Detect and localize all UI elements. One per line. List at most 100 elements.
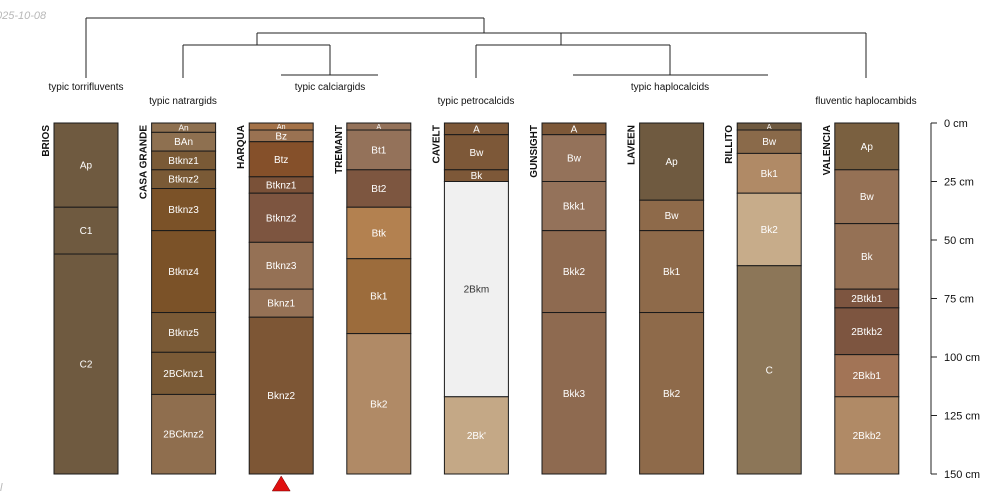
horizon-label: Bt1 <box>371 145 386 156</box>
horizon-block <box>541 181 607 232</box>
horizon-label: Bk <box>471 171 484 182</box>
profile-name: RILLITO <box>724 125 735 164</box>
horizon-block <box>248 316 314 475</box>
horizon-block <box>248 192 314 243</box>
horizon-block <box>834 396 900 475</box>
horizon-block <box>541 312 607 475</box>
group-label: typic torrifluvents <box>48 82 123 93</box>
horizon-block <box>736 265 802 475</box>
horizon-block <box>151 230 217 314</box>
axis-tick-label: 100 cm <box>944 352 980 364</box>
horizon-block <box>736 152 802 194</box>
horizon-block <box>248 241 314 290</box>
dendrogram-link <box>182 44 331 78</box>
horizon-label: C <box>766 365 773 376</box>
soil-profile: A Bw Bk1 Bk2 C RILLITO <box>724 122 802 475</box>
group-label: typic calciargids <box>295 82 366 93</box>
horizon-block <box>639 312 705 475</box>
horizon-label: Bw <box>762 137 777 148</box>
horizon-label: Bk1 <box>663 267 681 278</box>
profile-name: HARQUA <box>236 125 247 169</box>
horizon-label: 2Bkb1 <box>853 371 882 382</box>
horizon-block <box>639 122 705 201</box>
date-stamp: 025-10-08 <box>0 10 47 22</box>
group-label: typic natrargids <box>149 96 217 107</box>
dendrogram <box>85 17 867 78</box>
horizon-label: Bw <box>860 192 875 203</box>
horizon-label: 2Bkm <box>464 285 490 296</box>
horizon-label: Bt2 <box>371 184 386 195</box>
horizon-label: Btknz3 <box>168 205 199 216</box>
horizon-label: A <box>571 124 578 135</box>
horizon-label: Bw <box>567 154 582 165</box>
soil-profile: Ap Bw Bk 2Btkb1 2Btkb2 2Bkb1 2Bkb2 VALENCIA <box>822 122 900 475</box>
axis-tick-label: 150 cm <box>944 469 980 481</box>
horizon-block <box>346 258 412 335</box>
axis-tick-label: 125 cm <box>944 411 980 423</box>
horizon-label: Btknz2 <box>266 213 297 224</box>
horizon-label: Btknz5 <box>168 328 199 339</box>
group-label: typic haplocalcids <box>631 82 709 93</box>
profiles: Ap C1 C2 BRIOS An BAn Btknz1 Btknz2 Btknz3 Btknz4… <box>41 122 900 492</box>
horizon-block <box>53 253 119 475</box>
horizon-label: A <box>473 124 480 135</box>
profile-name: GUNSIGHT <box>529 125 540 178</box>
horizon-label: Bz <box>275 131 287 142</box>
horizon-block <box>541 134 607 182</box>
horizon-block <box>443 181 509 398</box>
horizon-label: Btknz1 <box>266 181 297 192</box>
group-labels: typic torrifluvents typic natrargids typ… <box>48 82 916 107</box>
profile-name: CAVELT <box>431 125 442 164</box>
horizon-label: Bkk3 <box>563 389 586 400</box>
horizon-label: Bk <box>861 252 874 263</box>
horizon-label: C2 <box>80 360 93 371</box>
soil-profile: Ap C1 C2 BRIOS <box>41 122 119 475</box>
axis-tick-label: 50 cm <box>944 235 974 247</box>
horizon-label: Btknz1 <box>168 156 199 167</box>
soil-profile: A Bw Bkk1 Bkk2 Bkk3 GUNSIGHT <box>529 122 607 475</box>
horizon-label: Bkk2 <box>563 267 586 278</box>
horizon-label: C1 <box>80 226 93 237</box>
horizon-label: Bk2 <box>663 389 681 400</box>
axis-tick-label: 25 cm <box>944 177 974 189</box>
profile-name: VALENCIA <box>822 125 833 175</box>
marker-triangle <box>271 475 291 492</box>
horizon-label: Btz <box>274 155 288 166</box>
horizon-label: Ap <box>861 142 874 153</box>
horizon-label: Ap <box>80 161 93 172</box>
horizon-block <box>346 169 412 208</box>
dendrogram-link <box>475 33 671 78</box>
horizon-label: Btk <box>372 228 387 239</box>
horizon-block <box>834 169 900 225</box>
horizon-label: Bknz2 <box>267 391 295 402</box>
horizon-label: An <box>178 123 189 133</box>
horizon-label: 2Btkb1 <box>851 294 883 305</box>
horizon-label: Btknz3 <box>266 261 297 272</box>
horizon-label: Ap <box>665 157 678 168</box>
horizon-block <box>151 393 217 475</box>
axis-tick-label: 75 cm <box>944 294 974 306</box>
soil-profile: A Bw Bk 2Bkm 2Bk' CAVELT <box>431 122 509 475</box>
horizon-block <box>53 122 119 208</box>
horizon-label: Btknz4 <box>168 267 199 278</box>
horizon-label: A <box>767 124 772 131</box>
horizon-label: Btknz2 <box>168 175 199 186</box>
horizon-block <box>834 307 900 356</box>
horizon-block <box>834 122 900 171</box>
profile-name: TREMANT <box>334 125 345 174</box>
profile-name: BRIOS <box>41 125 52 157</box>
horizon-label: 2Btkb2 <box>851 327 883 338</box>
soil-profile: A Bt1 Bt2 Btk Bk1 Bk2 TREMANT <box>334 122 412 475</box>
horizon-label: An <box>277 124 286 131</box>
horizon-block <box>541 230 607 314</box>
dendrogram-link <box>85 17 485 78</box>
depth-axis: 0 cm 25 cm 50 cm 75 cm 100 cm 125 cm 150 cm <box>930 118 980 481</box>
group-label: fluventic haplocambids <box>815 96 916 107</box>
horizon-label: 2Bkb2 <box>853 431 882 442</box>
horizon-block <box>346 333 412 475</box>
horizon-label: BAn <box>174 137 193 148</box>
horizon-label: Bknz1 <box>267 299 295 310</box>
horizon-label: A <box>376 124 381 131</box>
horizon-label: Bw <box>469 148 484 159</box>
horizon-label: Bk2 <box>370 399 388 410</box>
